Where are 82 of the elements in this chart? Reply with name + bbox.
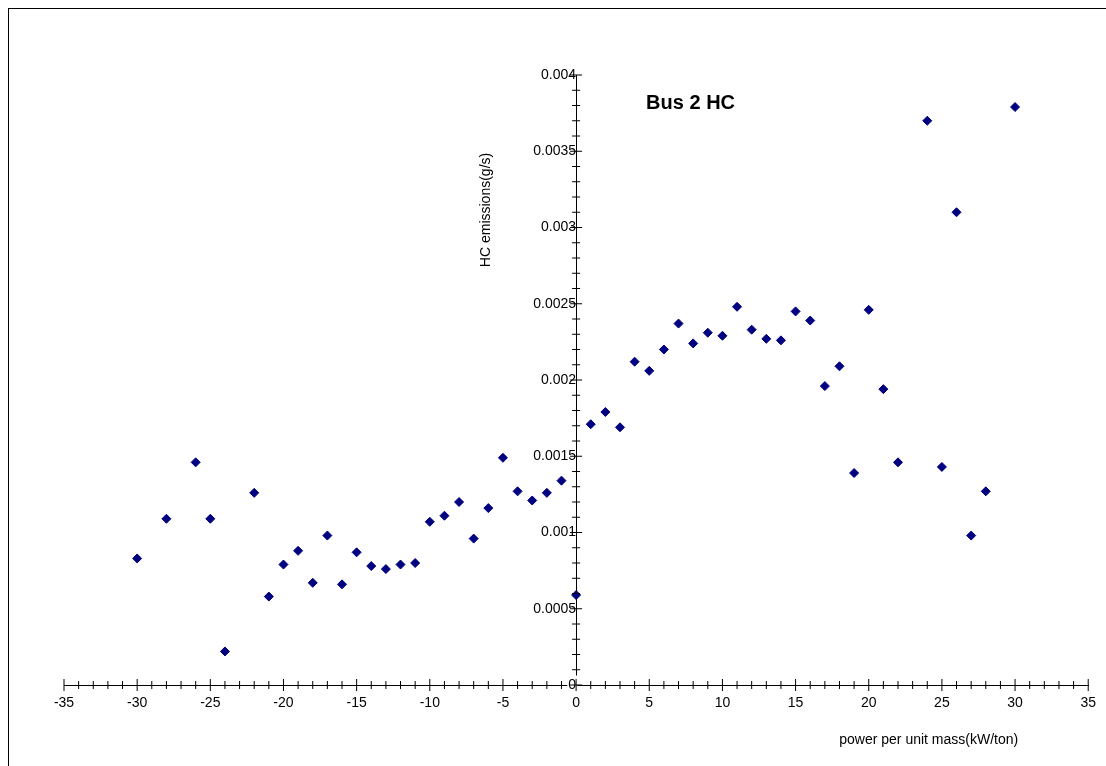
point bbox=[585, 419, 596, 430]
point bbox=[293, 545, 304, 556]
x-tick-label: -5 bbox=[496, 694, 510, 711]
y-tick-label: 0.003 bbox=[541, 218, 577, 235]
point bbox=[922, 115, 933, 126]
point bbox=[307, 577, 318, 588]
point bbox=[819, 381, 830, 392]
x-tick-label: 35 bbox=[1080, 694, 1097, 711]
x-tick-label: -10 bbox=[419, 694, 441, 711]
point bbox=[834, 361, 845, 372]
point bbox=[497, 452, 508, 463]
y-tick-label: 0.001 bbox=[541, 523, 577, 540]
point bbox=[337, 579, 347, 590]
point bbox=[980, 486, 991, 497]
x-tick-label: 5 bbox=[645, 694, 654, 711]
point bbox=[132, 553, 143, 564]
x-axis-title: power per unit mass(kW/ton) bbox=[839, 730, 1019, 747]
point bbox=[205, 513, 216, 524]
point bbox=[1010, 102, 1021, 113]
point bbox=[878, 384, 889, 395]
text: Bus 2 HC bbox=[646, 90, 736, 113]
point bbox=[658, 344, 669, 355]
point bbox=[219, 646, 230, 657]
point bbox=[863, 304, 874, 315]
x-tick-label: -25 bbox=[200, 694, 221, 711]
x-tick-label: -30 bbox=[127, 694, 148, 711]
point bbox=[951, 207, 962, 218]
point bbox=[395, 559, 406, 570]
y-tick-label: 0 bbox=[568, 675, 577, 692]
point bbox=[541, 487, 552, 498]
point bbox=[893, 457, 903, 468]
x-tick-label: 20 bbox=[860, 694, 877, 711]
point bbox=[278, 559, 289, 570]
x-tick-label: 25 bbox=[934, 694, 950, 711]
point bbox=[410, 558, 421, 568]
point bbox=[629, 356, 640, 367]
y-tick-label: 0.002 bbox=[541, 370, 577, 387]
x-tick-label: -20 bbox=[273, 694, 294, 711]
point bbox=[966, 530, 977, 541]
point bbox=[424, 516, 435, 527]
point bbox=[527, 495, 538, 506]
point bbox=[512, 486, 523, 497]
point bbox=[571, 590, 582, 601]
y-axis-title: HC emissions(g/s) bbox=[476, 152, 493, 268]
point bbox=[380, 564, 391, 575]
point bbox=[454, 497, 465, 507]
point bbox=[761, 333, 772, 344]
point bbox=[702, 327, 713, 338]
point bbox=[249, 487, 260, 498]
point bbox=[849, 468, 860, 479]
point bbox=[351, 547, 362, 558]
point bbox=[615, 422, 625, 433]
point bbox=[600, 407, 611, 418]
point bbox=[468, 533, 479, 544]
point bbox=[717, 330, 728, 341]
y-tick-label: 0.0005 bbox=[533, 599, 577, 616]
y-tick-label: 0.0015 bbox=[533, 447, 577, 464]
point bbox=[688, 338, 699, 349]
point bbox=[556, 475, 567, 486]
point bbox=[161, 513, 172, 524]
point bbox=[936, 461, 947, 472]
point bbox=[190, 457, 201, 468]
point bbox=[673, 318, 684, 329]
x-tick-label: 10 bbox=[714, 694, 731, 711]
point bbox=[644, 365, 655, 376]
x-tick-label: 30 bbox=[1007, 694, 1024, 711]
x-tick-label: -35 bbox=[53, 694, 75, 711]
y-tick-label: 0.004 bbox=[541, 65, 577, 82]
y-tick-label: 0.0025 bbox=[533, 294, 577, 311]
point bbox=[775, 335, 786, 346]
x-tick-label: -15 bbox=[346, 694, 367, 711]
point bbox=[439, 510, 450, 521]
y-tick-label: 0.0035 bbox=[533, 142, 577, 159]
point bbox=[366, 561, 377, 572]
x-tick-label: 15 bbox=[787, 694, 804, 711]
point bbox=[805, 315, 816, 326]
point bbox=[483, 503, 494, 514]
point bbox=[322, 530, 333, 541]
point bbox=[263, 591, 274, 602]
point bbox=[790, 306, 801, 317]
point bbox=[732, 301, 743, 312]
point bbox=[746, 324, 757, 335]
